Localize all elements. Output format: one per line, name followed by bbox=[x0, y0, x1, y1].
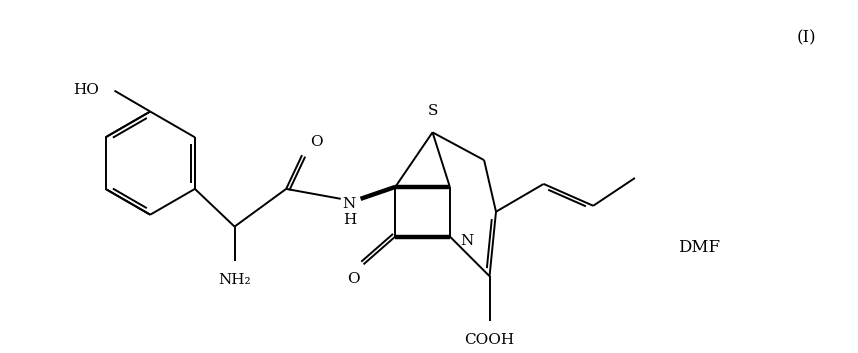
Text: (I): (I) bbox=[797, 29, 817, 46]
Text: COOH: COOH bbox=[464, 333, 515, 347]
Text: O: O bbox=[310, 135, 323, 149]
Text: N
H: N H bbox=[342, 197, 356, 227]
Text: N: N bbox=[460, 234, 473, 249]
Text: DMF: DMF bbox=[678, 239, 720, 256]
Text: O: O bbox=[347, 272, 360, 286]
Text: S: S bbox=[427, 104, 438, 119]
Text: NH₂: NH₂ bbox=[218, 273, 251, 287]
Text: HO: HO bbox=[73, 83, 99, 97]
